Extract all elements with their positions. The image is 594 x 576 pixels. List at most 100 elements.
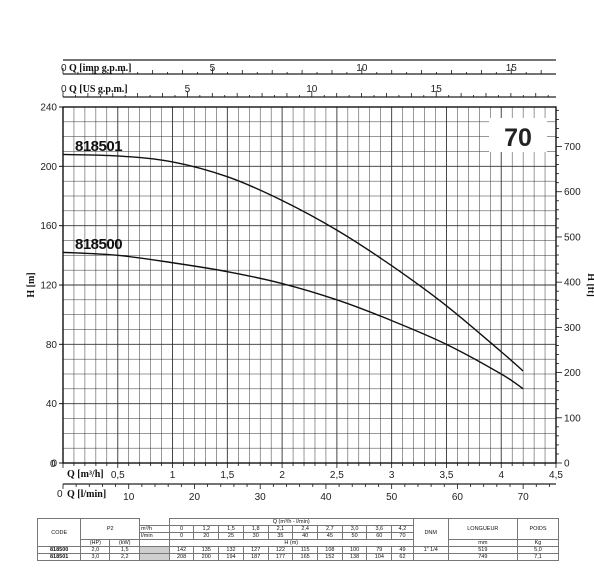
x-main-tick-label: 1	[170, 470, 176, 481]
model-badge-box	[489, 118, 547, 152]
x-lmin-tick-label: 10	[123, 492, 135, 503]
poids-header: POIDS	[517, 518, 559, 540]
q-m3h-cell: 2,1	[267, 525, 294, 533]
model-badge: 70	[489, 118, 547, 152]
pump-curves	[62, 153, 524, 390]
imp-tick-label: 0	[61, 63, 67, 74]
h-cell: 62	[391, 553, 414, 561]
curve-label-818500: 818500	[75, 236, 122, 253]
x-lmin-ticks: 10 20 30 40 50 60 70 0	[57, 484, 550, 503]
y-left-tick-label: 40	[46, 399, 58, 410]
x-main-tick-label: 4	[498, 470, 504, 481]
x-main-tick-label: 2	[279, 470, 285, 481]
x-main-label: Q [m³/h]	[67, 469, 104, 480]
code-cell: 818501	[36, 553, 82, 561]
h-cell: 104	[366, 553, 393, 561]
x-main-tick-label: 3,5	[439, 470, 453, 481]
q-lmin-cell: 60	[366, 532, 393, 540]
q-m3h-cell: 3,0	[341, 525, 368, 533]
spec-table: CODE P2 Q (m³/h - l/min) DNM LONGUEUR PO…	[36, 518, 559, 561]
kw-unit: (kW)	[109, 539, 141, 547]
x-main-tick-label: 4,5	[549, 470, 563, 481]
table-row: m³/h 0 1,2 1,5 1,8 2,1 2,4 2,7 3,0 3,6 4,2	[38, 525, 559, 533]
us-tick-label: 10	[306, 84, 318, 95]
curve-label-818501: 818501	[75, 138, 122, 155]
h-cell: 177	[267, 553, 294, 561]
hp-cell: 3,0	[80, 553, 111, 561]
mm-unit: mm	[447, 539, 519, 547]
longueur-header: LONGUEUR	[447, 518, 519, 540]
us-tick-label: 0	[61, 84, 67, 95]
h-cell: 187	[242, 553, 269, 561]
x-lmin-label: Q [l/min]	[67, 489, 106, 500]
h-cell: 132	[218, 546, 244, 554]
kw-cell: 2,2	[109, 553, 141, 561]
q-lmin-cell: 40	[292, 532, 318, 540]
x-main-tick-label: 0,5	[111, 470, 125, 481]
y-right-tick-label: 0	[564, 459, 570, 470]
h-cell: 138	[341, 553, 368, 561]
spec-cell	[412, 553, 449, 561]
imp-scale-label: Q [imp g.p.m.]	[69, 63, 132, 74]
q-lmin-cell: 25	[218, 532, 244, 540]
m3h-unit: m³/h	[139, 525, 170, 533]
table-row: 818500 2,0 1,5 142 135 132 127 122 115 108 100 7…	[36, 546, 559, 554]
q-m3h-cell: 3,6	[366, 525, 393, 533]
h-cell: 135	[193, 546, 220, 554]
y-right-tick-label: 100	[564, 413, 581, 424]
x-lmin-tick-label: 20	[189, 492, 201, 503]
p2-header: P2	[80, 518, 141, 540]
imp-tick-label: 5	[210, 63, 216, 74]
x-lmin-tick-label: 0	[57, 489, 63, 500]
x-lmin-tick-label: 30	[255, 492, 267, 503]
h-cell: 122	[267, 546, 294, 554]
table-row: CODE P2 Q (m³/h - l/min) DNM LONGUEUR PO…	[36, 518, 559, 547]
x-main-tick-label: 1,5	[220, 470, 234, 481]
us-scale-ticks: 0 5 10 15	[61, 84, 549, 97]
y-left-tick-label: 120	[40, 281, 57, 292]
h-cell: 79	[366, 546, 393, 554]
kg-unit: Kg	[517, 539, 559, 547]
h-cell: 49	[391, 546, 414, 554]
y-left-ticks: 0 40 80 120 160 200 240	[40, 103, 63, 470]
spec-cell: 5,0	[517, 546, 559, 554]
h-cell: 100	[341, 546, 368, 554]
h-cell: 194	[218, 553, 244, 561]
q-lmin-cell: 50	[341, 532, 368, 540]
shaded-cell	[139, 553, 170, 561]
spec-cell: 7,1	[517, 553, 559, 561]
q-m3h-cell: 0	[168, 525, 195, 533]
h-cell: 142	[168, 546, 195, 554]
us-tick-label: 15	[431, 84, 443, 95]
pump-curve-chart: 0 5 10 15 0 5 10 15 Q [imp g.p.m.] Q [US g.p.m…	[26, 59, 594, 503]
q-lmin-cell: 30	[242, 532, 269, 540]
x-lmin-tick-label: 50	[386, 492, 398, 503]
imp-scale-ticks: 0 5 10 15	[61, 63, 542, 74]
q-m3h-cell: 1,5	[218, 525, 244, 533]
top-flow-scales: 0 5 10 15 0 5 10 15 Q [imp g.p.m.] Q [US g.p.m…	[61, 59, 556, 98]
y-left-tick-label: 160	[40, 221, 57, 232]
h-cell: 200	[193, 553, 220, 561]
chart-grid	[63, 107, 556, 463]
curve-818500	[62, 251, 524, 390]
model-badge-text: 70	[504, 124, 532, 152]
kw-cell: 1,5	[109, 546, 141, 554]
x-main-tick-label: 3	[389, 470, 395, 481]
q-m3h-cell: 1,8	[242, 525, 269, 533]
y-right-tick-label: 400	[564, 278, 581, 289]
curve-818501	[62, 153, 524, 372]
y-right-tick-label: 700	[564, 142, 581, 153]
table-row: 818501 3,0 2,2 208 200 194 187 177 165 152 138 1…	[36, 553, 559, 561]
y-right-label: H [ft]	[585, 273, 594, 297]
code-header: CODE	[36, 518, 82, 547]
unit-cell	[139, 518, 170, 526]
y-right-tick-label: 300	[564, 323, 581, 334]
q-lmin-cell: 45	[317, 532, 343, 540]
hp-unit: (HP)	[80, 539, 111, 547]
x-main-tick-label: 2,5	[330, 470, 344, 481]
y-left-tick-label: 240	[40, 103, 57, 114]
spec-cell: 749	[447, 553, 519, 561]
y-left-label: H [m]	[26, 272, 37, 297]
h-cell: 127	[242, 546, 269, 554]
code-cell: 818500	[36, 546, 82, 554]
